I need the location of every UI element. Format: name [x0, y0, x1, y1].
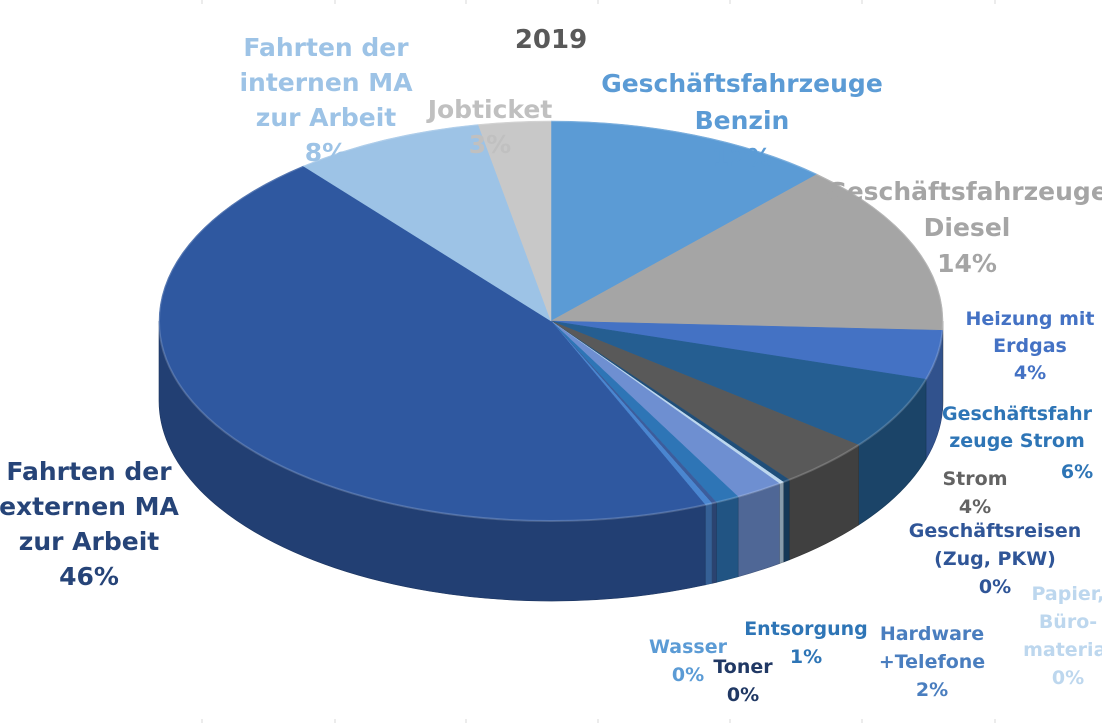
pie-side-entsorgung: [716, 496, 739, 583]
data-label-geschaeftsreisen-zug-pkw: Geschäftsreisen (Zug, PKW) 0%: [909, 520, 1082, 598]
pie-slices: [158, 120, 944, 522]
data-label-text: Heizung mit: [965, 308, 1094, 330]
data-label-text: externen MA: [0, 492, 180, 521]
data-label-percent: 0%: [672, 664, 704, 686]
data-label-text: Papier,: [1031, 583, 1102, 605]
data-label-text: Geschäftsfahrzeuge: [601, 69, 883, 98]
pie-slice-jobticket: [477, 120, 552, 322]
pie-slice-geschaeftsfahrzeuge-benzin: [550, 120, 818, 322]
data-label-percent: 1%: [790, 646, 822, 668]
pie-side-wasser: [704, 502, 713, 586]
pie-slice-fahrten-der-internen-ma-zur-arbeit: [302, 124, 552, 322]
data-label-fahrten-der-internen-ma-zur-arbeit: Fahrten der internen MA zur Arbeit 8%: [239, 33, 413, 167]
data-label-text: zur Arbeit: [256, 103, 396, 132]
data-label-percent: 6%: [1061, 461, 1093, 483]
data-label-text: Geschäftsfahr: [942, 403, 1093, 425]
data-label-percent: 0%: [727, 684, 759, 706]
data-label-fahrten-der-externen-ma-zur-arbeit: Fahrten der externen MA zur Arbeit 46%: [0, 457, 180, 591]
data-label-geschaeftsfahrzeuge-diesel: Geschäftsfahrzeuge Diesel 14%: [826, 177, 1102, 278]
data-label-text: Benzin: [695, 106, 790, 135]
data-label-text: (Zug, PKW): [934, 548, 1056, 570]
data-label-percent: 46%: [59, 562, 119, 591]
data-label-text: Geschäftsreisen: [909, 520, 1082, 542]
data-label-strom: Strom 4%: [943, 468, 1008, 518]
data-label-text: Fahrten der: [243, 33, 409, 62]
data-label-text: Jobticket: [426, 95, 553, 124]
data-label-text: Strom: [943, 468, 1008, 490]
data-label-wasser: Wasser 0%: [649, 636, 728, 686]
data-label-text: zeuge Strom: [949, 430, 1085, 452]
data-label-percent: 3%: [469, 130, 511, 159]
data-label-toner: Toner 0%: [713, 656, 773, 706]
data-label-papier-bueromaterial: Papier, Büro-material 0%: [1023, 583, 1102, 689]
pie-slice-fahrten-der-externen-ma-zur-arbeit: [158, 165, 706, 522]
data-label-text: Wasser: [649, 636, 728, 658]
data-label-percent: 0%: [979, 576, 1011, 598]
pie-side-geschaeftsreisen-zug-pkw: [783, 479, 790, 563]
data-label-text: zur Arbeit: [19, 527, 159, 556]
data-label-text: material: [1023, 639, 1102, 661]
faint-grid-ticks: [201, 0, 996, 723]
data-label-percent: 0%: [1052, 667, 1084, 689]
data-label-percent: 14%: [937, 249, 997, 278]
data-label-geschaeftsfahrzeuge-strom: Geschäftsfahr zeuge Strom 6%: [942, 403, 1093, 483]
data-label-percent: 4%: [1014, 362, 1046, 384]
data-label-hardware-telefone: Hardware +Telefone 2%: [879, 623, 985, 701]
data-label-text: Fahrten der: [6, 457, 172, 486]
pie-side-toner: [711, 501, 717, 584]
data-label-text: Entsorgung: [744, 618, 868, 640]
data-label-heizung-mit-erdgas: Heizung mit Erdgas 4%: [965, 308, 1094, 384]
pie-rim-highlight: [158, 120, 944, 522]
data-label-jobticket: Jobticket 3%: [426, 95, 553, 159]
data-label-text: Diesel: [924, 213, 1011, 242]
data-label-text: +Telefone: [879, 651, 985, 673]
chart-title: 2019: [515, 25, 587, 55]
data-label-percent: 12%: [712, 143, 772, 172]
data-label-text: Hardware: [880, 623, 984, 645]
data-label-text: internen MA: [239, 68, 413, 97]
data-label-text: Geschäftsfahrzeuge: [826, 177, 1102, 206]
data-label-percent: 4%: [959, 496, 991, 518]
pie-side-hardware-telefone: [737, 483, 780, 578]
data-label-geschaeftsfahrzeuge-benzin: Geschäftsfahrzeuge Benzin 12%: [601, 69, 883, 172]
pie-side-papier-bueromaterial: [779, 481, 784, 564]
pie-slice-geschaeftsfahrzeuge-strom: [550, 320, 927, 446]
data-label-entsorgung: Entsorgung 1%: [744, 618, 868, 668]
data-label-percent: 2%: [916, 679, 948, 701]
data-labels: GeschäftsfahrzeugeBenzin12%Geschäftsfahr…: [0, 33, 1102, 706]
data-label-text: Toner: [713, 656, 773, 678]
data-label-text: Büro-: [1039, 611, 1097, 633]
data-label-text: Erdgas: [993, 335, 1067, 357]
pie-slice-geschaeftsfahrzeuge-diesel: [550, 173, 944, 331]
data-label-percent: 8%: [305, 138, 347, 167]
